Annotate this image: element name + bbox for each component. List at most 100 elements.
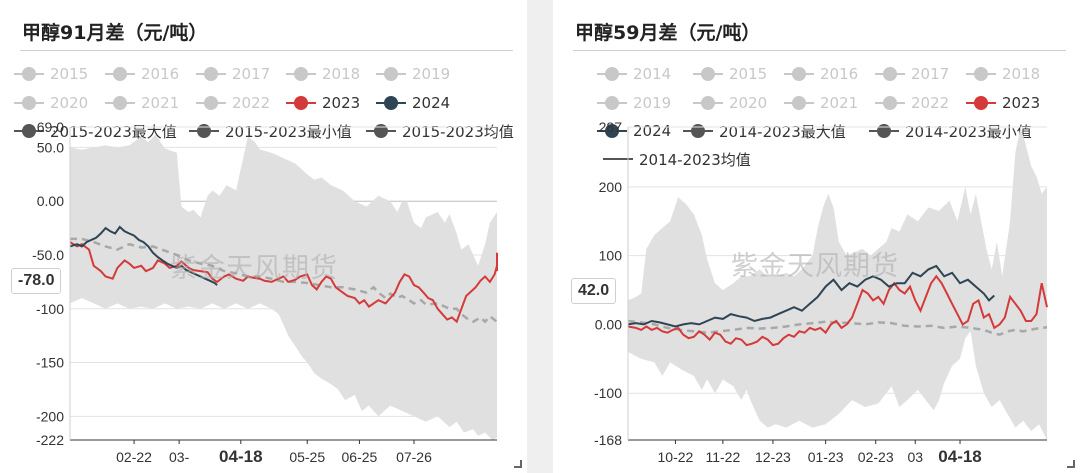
x-tick-label: 12-23: [755, 449, 791, 465]
y-tick-label: 287: [599, 119, 623, 135]
legend-item-2020[interactable]: 2020: [14, 92, 88, 114]
legend-label: 2016: [141, 65, 180, 83]
legend-marker-icon: [286, 67, 316, 81]
current-value-badge: 42.0: [571, 278, 617, 304]
legend-item-2014-2023均值[interactable]: 2014-2023均值: [603, 148, 751, 170]
legend-label: 2014: [633, 65, 672, 83]
legend-marker-icon: [693, 96, 723, 110]
legend-label: 2018: [1002, 65, 1041, 83]
legend-item-2021[interactable]: 2021: [784, 92, 858, 114]
legend-marker-icon: [597, 124, 627, 138]
series-line-2023: [627, 274, 1048, 347]
chart-panel-right: 甲醇59月差（元/吨） 2014 2015 2016 2017 2018 2019 2020…: [553, 0, 1080, 473]
x-tick-label: 05-25: [289, 449, 325, 465]
legend-item-2015[interactable]: 2015: [693, 63, 767, 85]
legend-label: 2015: [50, 65, 89, 83]
legend-label: 2020: [729, 94, 768, 112]
chart-title: 甲醇59月差（元/吨）: [575, 22, 761, 44]
legend-label: 2024: [412, 94, 451, 112]
legend-marker-icon: [14, 67, 44, 81]
title-divider: [573, 50, 1066, 51]
y-tick-label: 0.00: [595, 316, 622, 332]
legend-marker-icon: [14, 96, 44, 110]
x-tick-label: 03-: [169, 449, 190, 465]
y-tick-label: 50.0: [37, 139, 64, 155]
y-tick-label: -222: [36, 432, 64, 448]
legend-marker-icon: [597, 67, 627, 81]
y-tick-label: 69.0: [37, 119, 64, 135]
legend-label: 2014-2023均值: [639, 150, 751, 169]
chart-area: 287 200 100 0.00 -100 -168 10-22 11-22 12-23 01-2…: [594, 119, 1048, 466]
resize-handle-icon[interactable]: [1067, 460, 1075, 468]
legend-item-2022[interactable]: 2022: [196, 92, 270, 114]
legend-item-2019[interactable]: 2019: [597, 92, 671, 114]
y-tick-label: 0.00: [37, 193, 64, 209]
legend-marker-icon: [597, 96, 627, 110]
y-tick-label: -100: [36, 301, 64, 317]
legend-label: 2023: [322, 94, 361, 112]
legend-marker-icon: [105, 67, 135, 81]
legend-marker-icon: [105, 96, 135, 110]
legend-item-2020[interactable]: 2020: [693, 92, 767, 114]
legend-item-2022[interactable]: 2022: [875, 92, 949, 114]
x-tick-label: 11-22: [705, 449, 740, 465]
legend-marker-icon: [376, 67, 406, 81]
legend-label: 2020: [50, 94, 89, 112]
x-tick-label: 06-25: [342, 449, 378, 465]
legend-item-2016[interactable]: 2016: [105, 63, 179, 85]
y-tick-label: -100: [594, 385, 622, 401]
legend-label: 2018: [322, 65, 361, 83]
legend: 2014 2015 2016 2017 2018 2019 2020 2021 2022 2023…: [553, 52, 1080, 169]
legend-label: 2022: [911, 94, 950, 112]
legend-marker-icon: [14, 124, 44, 138]
title-divider: [20, 50, 513, 51]
legend-label: 2017: [911, 65, 950, 83]
chart-title: 甲醇91月差（元/吨）: [22, 22, 208, 44]
legend-marker-icon: [966, 67, 996, 81]
series-line-2024: [69, 225, 218, 286]
legend-item-2021[interactable]: 2021: [105, 92, 179, 114]
legend-item-2016[interactable]: 2016: [784, 63, 858, 85]
y-tick-label: -168: [594, 432, 622, 448]
legend-item-2017[interactable]: 2017: [875, 63, 949, 85]
x-tick-label: 02-22: [116, 449, 152, 465]
legend-item-2018[interactable]: 2018: [966, 63, 1040, 85]
legend-label: 2016: [820, 65, 859, 83]
legend-item-2017[interactable]: 2017: [196, 63, 270, 85]
legend-item-2023[interactable]: 2023: [966, 92, 1040, 114]
x-tick-label: 02-23: [858, 449, 894, 465]
legend-marker-icon: [196, 67, 226, 81]
legend-label: 2021: [141, 94, 180, 112]
legend-marker-icon: [603, 152, 633, 166]
x-tick-label: 01-23: [808, 449, 844, 465]
legend-marker-icon: [784, 96, 814, 110]
legend-item-2018[interactable]: 2018: [286, 63, 360, 85]
y-tick-label: 100: [599, 248, 623, 264]
x-tick-label: 10-22: [658, 449, 694, 465]
series-line-2024: [627, 264, 995, 328]
legend-label: 2019: [412, 65, 451, 83]
legend-item-2014[interactable]: 2014: [597, 63, 671, 85]
legend-marker-icon: [875, 67, 905, 81]
watermark: 紫金天风期货: [170, 253, 338, 284]
legend-marker-icon: [784, 67, 814, 81]
y-tick-label: -50.0: [32, 247, 64, 263]
legend-marker-icon: [376, 96, 406, 110]
resize-handle-icon[interactable]: [514, 460, 522, 468]
y-tick-label: -150: [36, 355, 64, 371]
legend-marker-icon: [286, 96, 316, 110]
legend-item-2019[interactable]: 2019: [376, 63, 450, 85]
current-value-badge: -78.0: [11, 268, 62, 294]
legend-item-2023[interactable]: 2023: [286, 92, 360, 114]
legend-item-2015[interactable]: 2015: [14, 63, 88, 85]
legend-label: 2015: [729, 65, 768, 83]
legend-label: 2022: [232, 94, 271, 112]
legend-label: 2021: [820, 94, 859, 112]
chart-area: 69.0 50.0 0.00 -50.0 -100 -150 -200 -222 02-22 03…: [32, 119, 498, 466]
max-min-band: [70, 134, 497, 440]
series-line-2014-2023均值: [627, 319, 1048, 337]
legend-item-2024[interactable]: 2024: [376, 92, 450, 114]
watermark: 紫金天风期货: [731, 251, 899, 282]
legend-label: 2019: [633, 94, 672, 112]
legend-marker-icon: [693, 67, 723, 81]
